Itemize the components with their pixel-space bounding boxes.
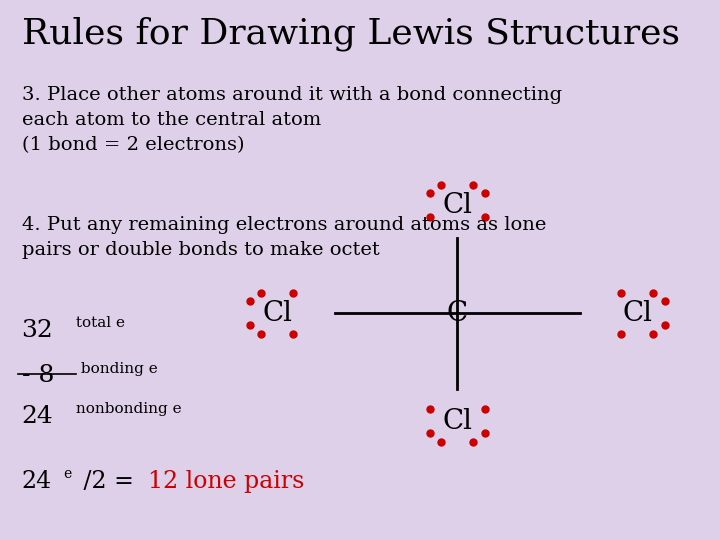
Text: 24: 24	[22, 470, 52, 493]
Text: C: C	[446, 300, 468, 327]
Text: Cl: Cl	[442, 192, 472, 219]
Text: e: e	[63, 467, 71, 481]
Text: Cl: Cl	[622, 300, 652, 327]
Text: 32: 32	[22, 319, 53, 342]
Text: - 8: - 8	[22, 364, 54, 388]
Text: Cl: Cl	[442, 408, 472, 435]
Text: 12 lone pairs: 12 lone pairs	[148, 470, 304, 493]
Text: 24: 24	[22, 405, 53, 428]
Text: Cl: Cl	[262, 300, 292, 327]
Text: 4. Put any remaining electrons around atoms as lone
pairs or double bonds to mak: 4. Put any remaining electrons around at…	[22, 216, 546, 259]
Text: nonbonding e: nonbonding e	[71, 402, 181, 416]
Text: 3. Place other atoms around it with a bond connecting
each atom to the central a: 3. Place other atoms around it with a bo…	[22, 86, 562, 154]
Text: bonding e: bonding e	[76, 362, 158, 376]
Text: Rules for Drawing Lewis Structures: Rules for Drawing Lewis Structures	[22, 16, 680, 51]
Text: total e: total e	[71, 316, 125, 330]
Text: /2 =: /2 =	[76, 470, 142, 493]
